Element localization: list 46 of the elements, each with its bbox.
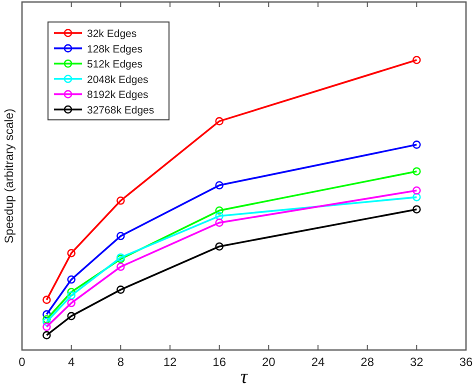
point	[215, 181, 224, 190]
point	[215, 117, 224, 126]
legend-label: 32k Edges	[87, 28, 137, 40]
legend-label: 512k Edges	[87, 58, 142, 71]
legend-label: 8192k Edges	[87, 89, 148, 102]
y-axis-title: Speedup (arbitrary scale)	[2, 108, 16, 244]
point	[412, 167, 421, 176]
point	[67, 312, 76, 320]
point	[42, 296, 51, 304]
point	[412, 193, 421, 202]
x-tick-label: 8	[117, 355, 124, 369]
point	[42, 318, 51, 326]
point	[116, 262, 125, 271]
point	[412, 205, 421, 214]
x-tick-label: 12	[163, 355, 177, 369]
x-tick-label: 20	[262, 355, 276, 369]
point	[67, 298, 76, 308]
point	[67, 248, 76, 258]
x-tick-label: 4	[68, 355, 75, 369]
point	[42, 331, 51, 340]
x-tick-label: 36	[459, 355, 473, 369]
x-tick-label: 16	[212, 355, 226, 369]
point	[215, 218, 224, 227]
x-tick-label: 28	[360, 355, 374, 369]
point	[215, 212, 224, 220]
x-axis-title: τ	[240, 366, 248, 385]
point	[412, 140, 421, 149]
point	[116, 232, 125, 240]
legend-label: 32768k Edges	[87, 104, 154, 116]
x-tick-label: 0	[18, 355, 26, 369]
point	[42, 315, 51, 324]
legend-label: 2048k Edges	[87, 74, 148, 86]
x-tick-label: 32	[410, 355, 424, 369]
point	[67, 291, 76, 300]
point	[412, 186, 421, 195]
point	[67, 275, 76, 284]
point	[67, 288, 76, 296]
legend-label: 128k Edges	[87, 43, 142, 56]
point	[42, 322, 51, 331]
point	[215, 206, 224, 215]
point	[116, 286, 125, 294]
point	[412, 56, 421, 64]
point	[116, 196, 125, 205]
x-tick-label: 24	[311, 355, 325, 369]
point	[42, 310, 51, 318]
point	[215, 242, 224, 251]
